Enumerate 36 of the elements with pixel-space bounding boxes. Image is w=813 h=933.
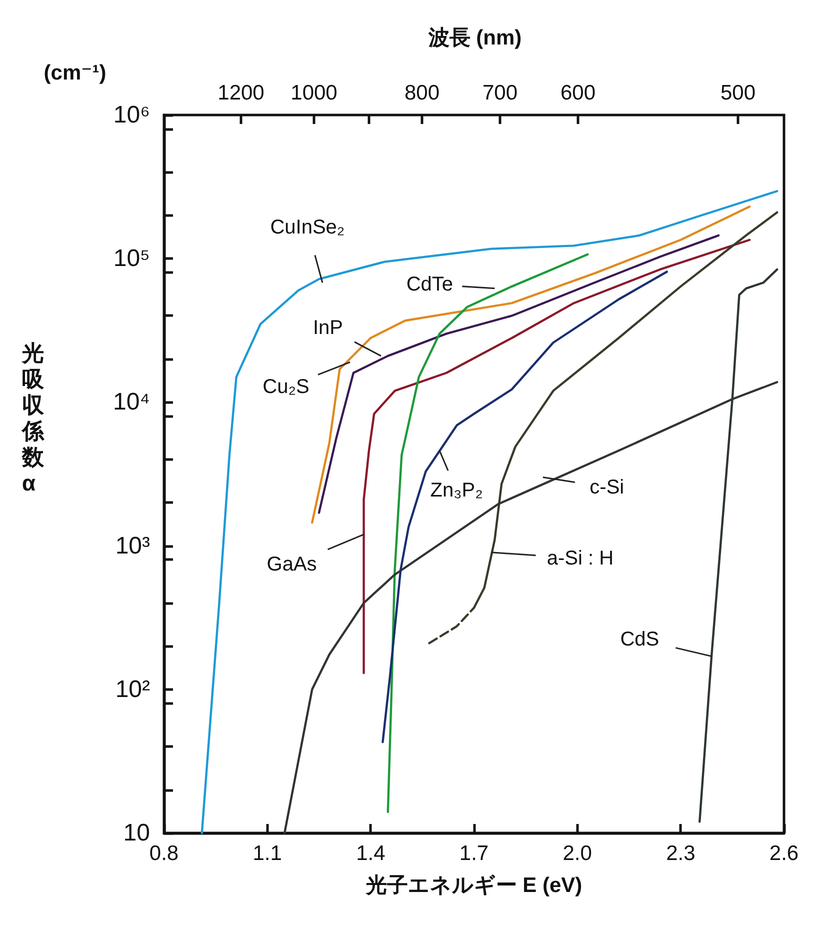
text: 1200 [218,82,264,104]
line-series [386,253,589,814]
x-tick-label: 2.3 [666,842,696,865]
y-tick-label: 10⁵ [113,245,150,272]
y-axis-title: 光吸収係数α [21,340,45,496]
line-series [382,270,668,744]
line-series [200,190,778,834]
x-tick-label: 0.8 [149,842,179,865]
annotation: InP [312,316,344,339]
annotation: a-Si : H [546,547,614,570]
text: 波長 (nm) [427,26,522,50]
annotation: c-Si [590,476,624,498]
y-tick-label: 10⁶ [113,102,150,128]
x-tick-label: 2.0 [562,842,592,865]
y-tick-label: 10³ [115,532,150,560]
y-tick-label: 10⁴ [112,388,150,416]
text: 1000 [290,82,338,104]
annotation: CuInSe₂ [270,216,345,239]
annotation: Cu₂S [262,376,310,398]
x-axis-title: 光子エネルギー E (eV) [364,874,582,897]
annotation: CdTe [406,273,454,296]
text: 800 [404,82,440,104]
text: 700 [482,82,518,104]
text: 500 [720,82,756,104]
text: 600 [560,82,596,104]
annotation: CdS [620,628,660,650]
annotation: Zn₃P₂ [430,480,483,502]
x-tick-label: 1.1 [252,842,282,865]
annotation: GaAs [266,553,317,576]
line-series [362,238,751,674]
x-tick-label: 2.6 [769,842,799,865]
text: (cm⁻¹) [44,62,106,84]
y-tick-label: 10 [123,820,150,846]
x-tick-label: 1.4 [356,842,386,865]
y-tick-label: 10² [115,676,150,703]
x-tick-label: 1.7 [459,842,489,865]
